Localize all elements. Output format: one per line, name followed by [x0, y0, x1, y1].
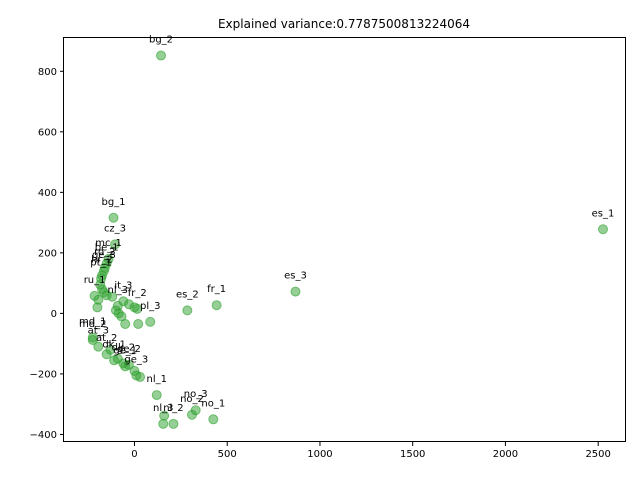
point-label: cz_3: [104, 223, 126, 234]
plot-marks: [87, 50, 609, 429]
chart-title: Explained variance:0.7787500813224064: [218, 17, 470, 31]
y-tick-label: 600: [38, 127, 57, 138]
y-tick-label: 200: [38, 248, 57, 259]
scatter-point: [96, 273, 107, 284]
point-labels: bg_2bg_1es_1cz_3mc_1be_1ro_2ge_3hr_2pt_1…: [79, 35, 614, 414]
point-label: pl_3: [140, 301, 161, 312]
scatter-point: [108, 212, 119, 223]
point-label: ge_1: [113, 345, 137, 356]
x-tick-label: 2500: [585, 449, 610, 460]
y-tick-label: −400: [30, 430, 57, 441]
y-tick-label: −200: [30, 369, 57, 380]
scatter-point: [93, 341, 104, 352]
point-label: mc_1: [95, 238, 122, 249]
point-label: no_2: [180, 394, 204, 405]
y-axis: −400 −200 0 200 400 600 800: [30, 67, 64, 441]
scatter-point: [598, 224, 609, 235]
scatter-point: [151, 390, 162, 401]
point-label: dk_2: [112, 342, 136, 353]
point-label: ge_3: [92, 250, 116, 261]
scatter-point: [158, 418, 169, 429]
point-label: no_1: [201, 398, 225, 409]
x-tick-label: 500: [218, 449, 237, 460]
scatter-point: [120, 318, 131, 329]
point-label: ro_2: [94, 247, 115, 258]
x-tick-label: 1500: [400, 449, 425, 460]
scatter-point: [156, 50, 167, 61]
scatter-point: [211, 300, 222, 311]
point-label: dk_1: [102, 339, 126, 350]
x-tick-label: 0: [131, 449, 137, 460]
scatter-point: [101, 349, 112, 360]
point-label: ru_1: [84, 275, 106, 286]
scatter-point: [110, 239, 121, 250]
point-label: es_1: [592, 208, 615, 219]
point-label: no_3: [184, 389, 208, 400]
point-label: md_1: [79, 317, 106, 328]
scatter-point: [186, 409, 197, 420]
point-label: nl_1: [146, 374, 166, 385]
point-label: es_2: [176, 289, 199, 300]
point-label: nl_3: [153, 403, 173, 414]
scatter-point: [107, 291, 118, 302]
point-label: fr_2: [128, 288, 147, 299]
point-label: md_2: [79, 319, 106, 330]
scatter-point: [131, 370, 142, 381]
point-label: be_1: [95, 242, 119, 253]
scatter-point: [168, 418, 179, 429]
x-tick-label: 2000: [493, 449, 518, 460]
y-tick-label: 400: [38, 188, 57, 199]
point-label: es_3: [284, 271, 307, 282]
point-label: bg_2: [149, 35, 173, 46]
scatter-point: [87, 335, 98, 346]
point-label: it_3: [114, 280, 132, 291]
scatter-point: [112, 300, 123, 311]
scatter-point: [290, 286, 301, 297]
scatter-point: [132, 303, 143, 314]
point-label: fr_1: [207, 284, 226, 295]
scatter-point: [133, 318, 144, 329]
x-axis: 0 500 1000 1500 2000 2500: [131, 442, 611, 460]
scatter-point: [208, 414, 219, 425]
scatter-point: [120, 361, 131, 372]
point-label: at_3: [88, 326, 109, 337]
point-label: bg_1: [101, 197, 125, 208]
y-tick-label: 0: [51, 309, 57, 320]
point-label: ge_2: [117, 344, 141, 355]
scatter-point: [182, 305, 193, 316]
point-label: nl_3: [108, 285, 128, 296]
point-label: hr_2: [91, 255, 113, 266]
point-label: nl_2: [163, 403, 183, 414]
point-label: at_2: [96, 333, 117, 344]
scatter-point: [109, 355, 120, 366]
plot-frame: [63, 37, 626, 442]
scatter-point: [145, 316, 156, 327]
point-label: ge_3: [124, 354, 148, 365]
scatter-point: [89, 290, 100, 301]
point-label: pt_1: [90, 258, 112, 269]
x-tick-label: 1000: [307, 449, 332, 460]
y-tick-label: 800: [38, 67, 57, 78]
